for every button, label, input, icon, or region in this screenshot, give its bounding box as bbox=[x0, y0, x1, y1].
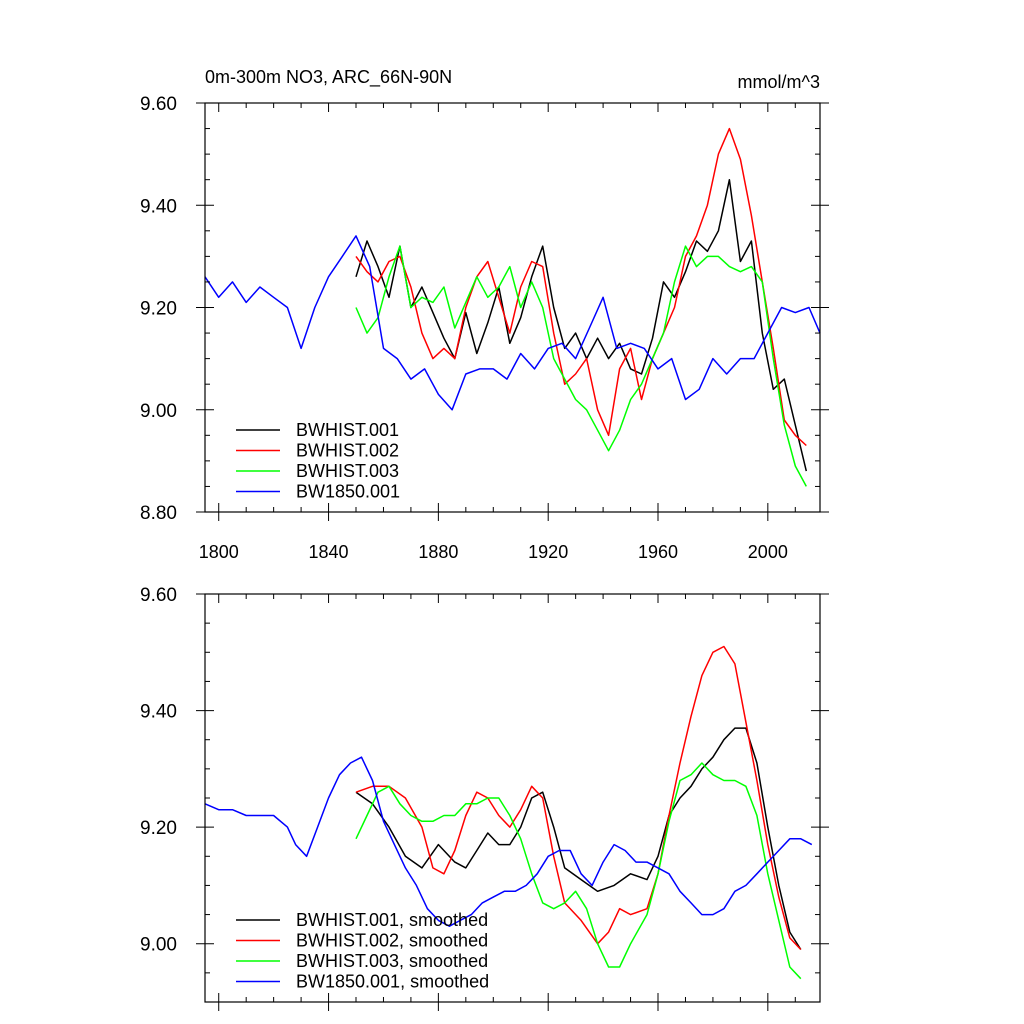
legend-label-1-3: BW1850.001, smoothed bbox=[296, 972, 489, 992]
series-line-0-2 bbox=[355, 245, 807, 487]
x-tick-label-0-3: 1920 bbox=[528, 542, 568, 562]
panel-bottom-plot: 9.009.209.409.60 BWHIST.001, smoothedBWH… bbox=[140, 585, 829, 1011]
series-line-1-3 bbox=[204, 756, 813, 927]
legend-label-0-2: BWHIST.003 bbox=[296, 461, 399, 481]
y-tick-label-1-0: 9.00 bbox=[140, 935, 177, 956]
x-tick-label-0-4: 1960 bbox=[638, 542, 678, 562]
bottom-series-lines bbox=[204, 645, 813, 980]
x-tick-label-0-1: 1840 bbox=[309, 542, 349, 562]
chart-title: 0m-300m NO3, ARC_66N-90N bbox=[205, 67, 452, 88]
top-series-lines bbox=[204, 127, 821, 487]
panel-top-plot: 0m-300m NO3, ARC_66N-90N mmol/m^3 1800 18… bbox=[140, 67, 829, 562]
y-tick-label-0-1: 9.00 bbox=[140, 401, 177, 422]
x-tick-label-0-0: 1800 bbox=[199, 542, 239, 562]
legend-label-1-2: BWHIST.003, smoothed bbox=[296, 951, 488, 971]
series-line-1-1 bbox=[355, 645, 802, 951]
bottom-axes: 9.00 9.20 9.40 9.60 bbox=[140, 585, 829, 1011]
y-tick-label-0-2: 9.20 bbox=[140, 299, 177, 320]
y-tick-label-0-3: 9.40 bbox=[140, 196, 177, 217]
y-tick-label-1-2: 9.40 bbox=[140, 702, 177, 723]
x-tick-label-0-2: 1880 bbox=[418, 542, 458, 562]
y-tick-label-0-4: 9.60 bbox=[140, 94, 177, 115]
legend-label-0-1: BWHIST.002 bbox=[296, 441, 399, 461]
x-tick-label-0-5: 2000 bbox=[748, 542, 788, 562]
top-axes: 1800 1840 1880 1920 1960 2000 8.80 9.00 9.20 9.40… bbox=[140, 94, 829, 562]
series-line-0-0 bbox=[355, 178, 808, 472]
series-line-0-1 bbox=[355, 127, 807, 447]
series-line-0-3 bbox=[204, 235, 821, 411]
legend-label-1-1: BWHIST.002, smoothed bbox=[296, 931, 488, 951]
y-tick-label-0-0: 8.80 bbox=[140, 503, 177, 524]
units-label: mmol/m^3 bbox=[738, 72, 820, 92]
series-line-1-2 bbox=[355, 762, 802, 980]
legend-label-1-0: BWHIST.001, smoothed bbox=[296, 910, 488, 930]
series-line-1-0 bbox=[355, 727, 802, 950]
legend-label-0-3: BW1850.001 bbox=[296, 482, 400, 502]
legend-label-0-0: BWHIST.001 bbox=[296, 420, 399, 440]
y-tick-label-1-3: 9.60 bbox=[140, 585, 177, 606]
y-tick-label-1-1: 9.20 bbox=[140, 818, 177, 839]
